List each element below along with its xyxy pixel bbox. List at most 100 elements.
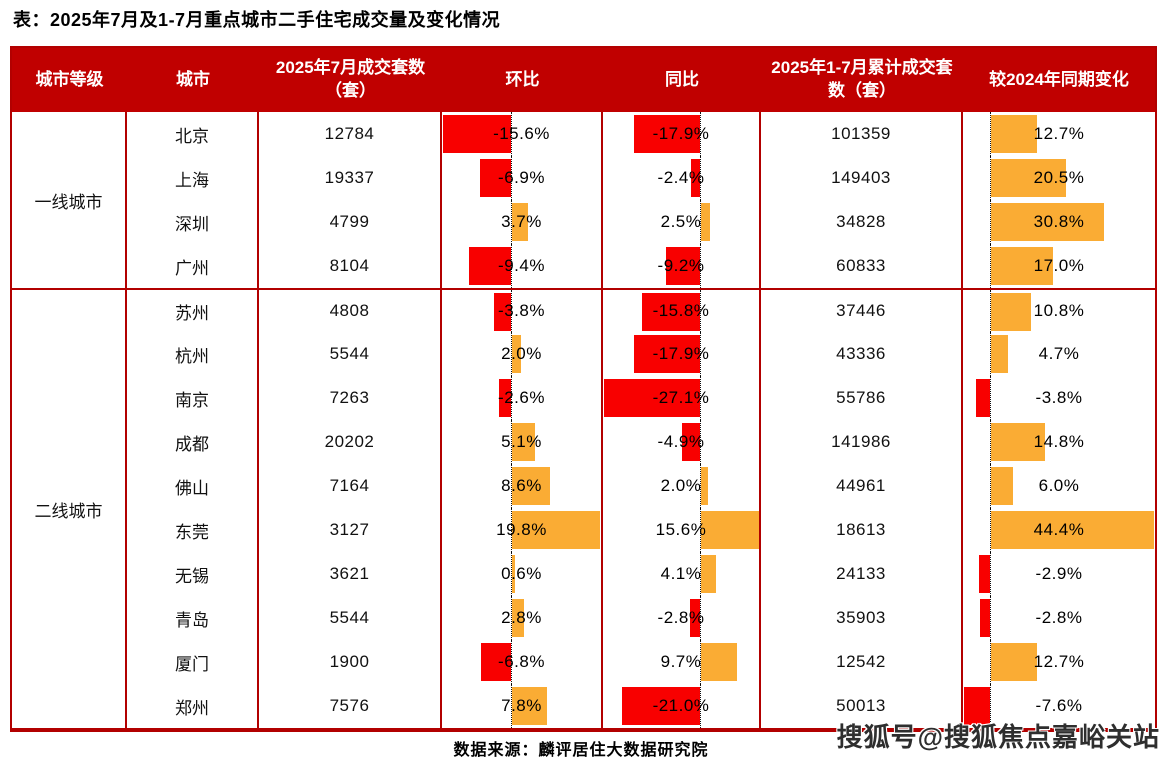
header-cell-5: 同比	[603, 48, 761, 112]
percent-label: 17.0%	[1033, 256, 1085, 275]
vs2024-bar-cell: 4.7%	[963, 332, 1155, 376]
city-cell: 无锡	[127, 552, 259, 596]
cum-units-cell: 35903	[761, 596, 963, 640]
vs2024-bar-cell: 14.8%	[963, 420, 1155, 464]
positive-bar	[991, 115, 1038, 153]
positive-bar	[512, 555, 515, 593]
city-cell: 佛山	[127, 464, 259, 508]
data-source-note: 数据来源：麟评居住大数据研究院	[453, 742, 709, 759]
city-cell: 郑州	[127, 684, 259, 728]
positive-bar	[512, 467, 551, 505]
july-units-cell: 20202	[259, 420, 442, 464]
zero-axis-line	[990, 112, 991, 156]
vs2024-bar-cell: -2.9%	[963, 552, 1155, 596]
percent-label: 19.8%	[496, 520, 547, 539]
zero-axis-line	[511, 112, 512, 156]
cum-units-cell: 24133	[761, 552, 963, 596]
negative-bar	[681, 423, 700, 461]
negative-bar	[469, 247, 511, 285]
percent-label: 9.7%	[660, 652, 702, 671]
cum-units-cell: 43336	[761, 332, 963, 376]
percent-label: -15.6%	[493, 124, 550, 143]
zero-axis-line	[990, 376, 991, 420]
percent-label: -2.6%	[498, 388, 545, 407]
percent-label: -2.4%	[657, 168, 705, 187]
negative-bar	[604, 379, 700, 417]
percent-label: 2.8%	[501, 608, 542, 627]
vs2024-bar-cell: 6.0%	[963, 464, 1155, 508]
percent-label: -2.9%	[1035, 564, 1083, 583]
yoy-bar-cell: 2.5%	[603, 200, 761, 244]
positive-bar	[701, 467, 709, 505]
tier-cell: 一线城市	[12, 112, 127, 288]
percent-label: 7.8%	[501, 696, 542, 715]
mom-bar-cell: 0.6%	[442, 552, 603, 596]
cum-units-cell: 149403	[761, 156, 963, 200]
july-units-cell: 5544	[259, 596, 442, 640]
percent-label: 4.7%	[1038, 344, 1080, 363]
city-cell: 南京	[127, 376, 259, 420]
cum-units-cell: 34828	[761, 200, 963, 244]
zero-axis-line	[700, 332, 701, 376]
zero-axis-line	[511, 244, 512, 288]
percent-label: 14.8%	[1033, 432, 1085, 451]
percent-label: -21.0%	[652, 696, 710, 715]
zero-axis-line	[700, 684, 701, 728]
percent-label: 12.7%	[1033, 652, 1085, 671]
cum-units-cell: 101359	[761, 112, 963, 156]
zero-axis-line	[700, 290, 701, 332]
zero-axis-line	[990, 200, 991, 244]
header-cell-1: 城市等级	[12, 48, 127, 112]
zero-axis-line	[511, 508, 512, 552]
mom-bar-cell: -6.9%	[442, 156, 603, 200]
july-units-cell: 4808	[259, 288, 442, 332]
positive-bar	[512, 203, 529, 241]
percent-label: -9.4%	[498, 256, 545, 275]
zero-axis-line	[700, 112, 701, 156]
percent-label: -3.8%	[498, 301, 545, 320]
zero-axis-line	[990, 596, 991, 640]
negative-bar	[443, 115, 511, 153]
july-units-cell: 3127	[259, 508, 442, 552]
cum-units-cell: 60833	[761, 244, 963, 288]
zero-axis-line	[990, 508, 991, 552]
percent-label: 20.5%	[1033, 168, 1085, 187]
zero-axis-line	[511, 420, 512, 464]
mom-bar-cell: 2.8%	[442, 596, 603, 640]
yoy-bar-cell: 15.6%	[603, 508, 761, 552]
cum-units-cell: 12542	[761, 640, 963, 684]
zero-axis-line	[511, 640, 512, 684]
cum-units-cell: 141986	[761, 420, 963, 464]
zero-axis-line	[700, 244, 701, 288]
city-cell: 深圳	[127, 200, 259, 244]
city-cell: 青岛	[127, 596, 259, 640]
zero-axis-line	[990, 332, 991, 376]
yoy-bar-cell: -9.2%	[603, 244, 761, 288]
negative-bar	[480, 643, 511, 681]
cum-units-cell: 37446	[761, 288, 963, 332]
negative-bar	[499, 379, 511, 417]
cum-units-cell: 50013	[761, 684, 963, 728]
positive-bar	[512, 335, 521, 373]
mom-bar-cell: -15.6%	[442, 112, 603, 156]
header-cell-2: 城市	[127, 48, 259, 112]
zero-axis-line	[700, 552, 701, 596]
percent-label: -27.1%	[652, 388, 710, 407]
mom-bar-cell: -2.6%	[442, 376, 603, 420]
housing-transactions-table: 城市等级 城市 2025年7月成交套数（套） 环比 同比 2025年1-7月累计成交套数（…	[10, 46, 1157, 732]
july-units-cell: 4799	[259, 200, 442, 244]
tier-cell: 二线城市	[12, 288, 127, 728]
positive-bar	[991, 643, 1038, 681]
percent-label: -17.9%	[652, 124, 710, 143]
negative-bar	[494, 293, 511, 331]
yoy-bar-cell: -17.9%	[603, 332, 761, 376]
zero-axis-line	[700, 200, 701, 244]
page-title: 表：2025年7月及1-7月重点城市二手住宅成交量及变化情况	[13, 10, 501, 30]
negative-bar	[633, 115, 700, 153]
vs2024-bar-cell: 44.4%	[963, 508, 1155, 552]
yoy-bar-cell: 2.0%	[603, 464, 761, 508]
negative-bar	[964, 687, 990, 725]
percent-label: 5.1%	[501, 432, 542, 451]
zero-axis-line	[990, 244, 991, 288]
positive-bar	[991, 511, 1154, 549]
